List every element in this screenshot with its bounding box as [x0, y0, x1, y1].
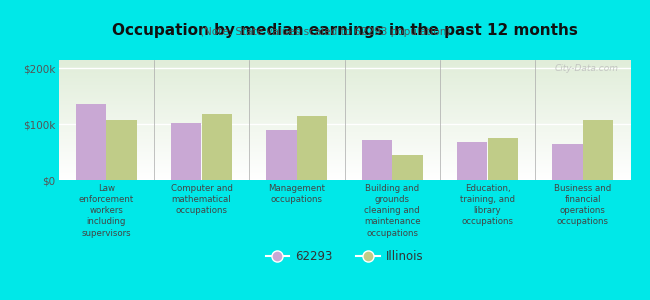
- Bar: [202, 114, 232, 180]
- Legend: 62293, Illinois: 62293, Illinois: [261, 245, 428, 268]
- Bar: [106, 120, 136, 180]
- Title: Occupation by median earnings in the past 12 months: Occupation by median earnings in the pas…: [112, 23, 577, 38]
- Bar: [488, 138, 518, 180]
- Bar: [457, 142, 488, 180]
- Bar: [297, 116, 328, 180]
- Text: (Note: State values scaled to 62293 population): (Note: State values scaled to 62293 popu…: [200, 27, 450, 37]
- Bar: [171, 122, 202, 180]
- Text: City-Data.com: City-Data.com: [555, 64, 619, 73]
- Bar: [266, 130, 297, 180]
- Bar: [392, 155, 422, 180]
- Bar: [552, 144, 583, 180]
- Bar: [583, 120, 614, 180]
- Bar: [361, 140, 392, 180]
- Bar: [75, 104, 106, 180]
